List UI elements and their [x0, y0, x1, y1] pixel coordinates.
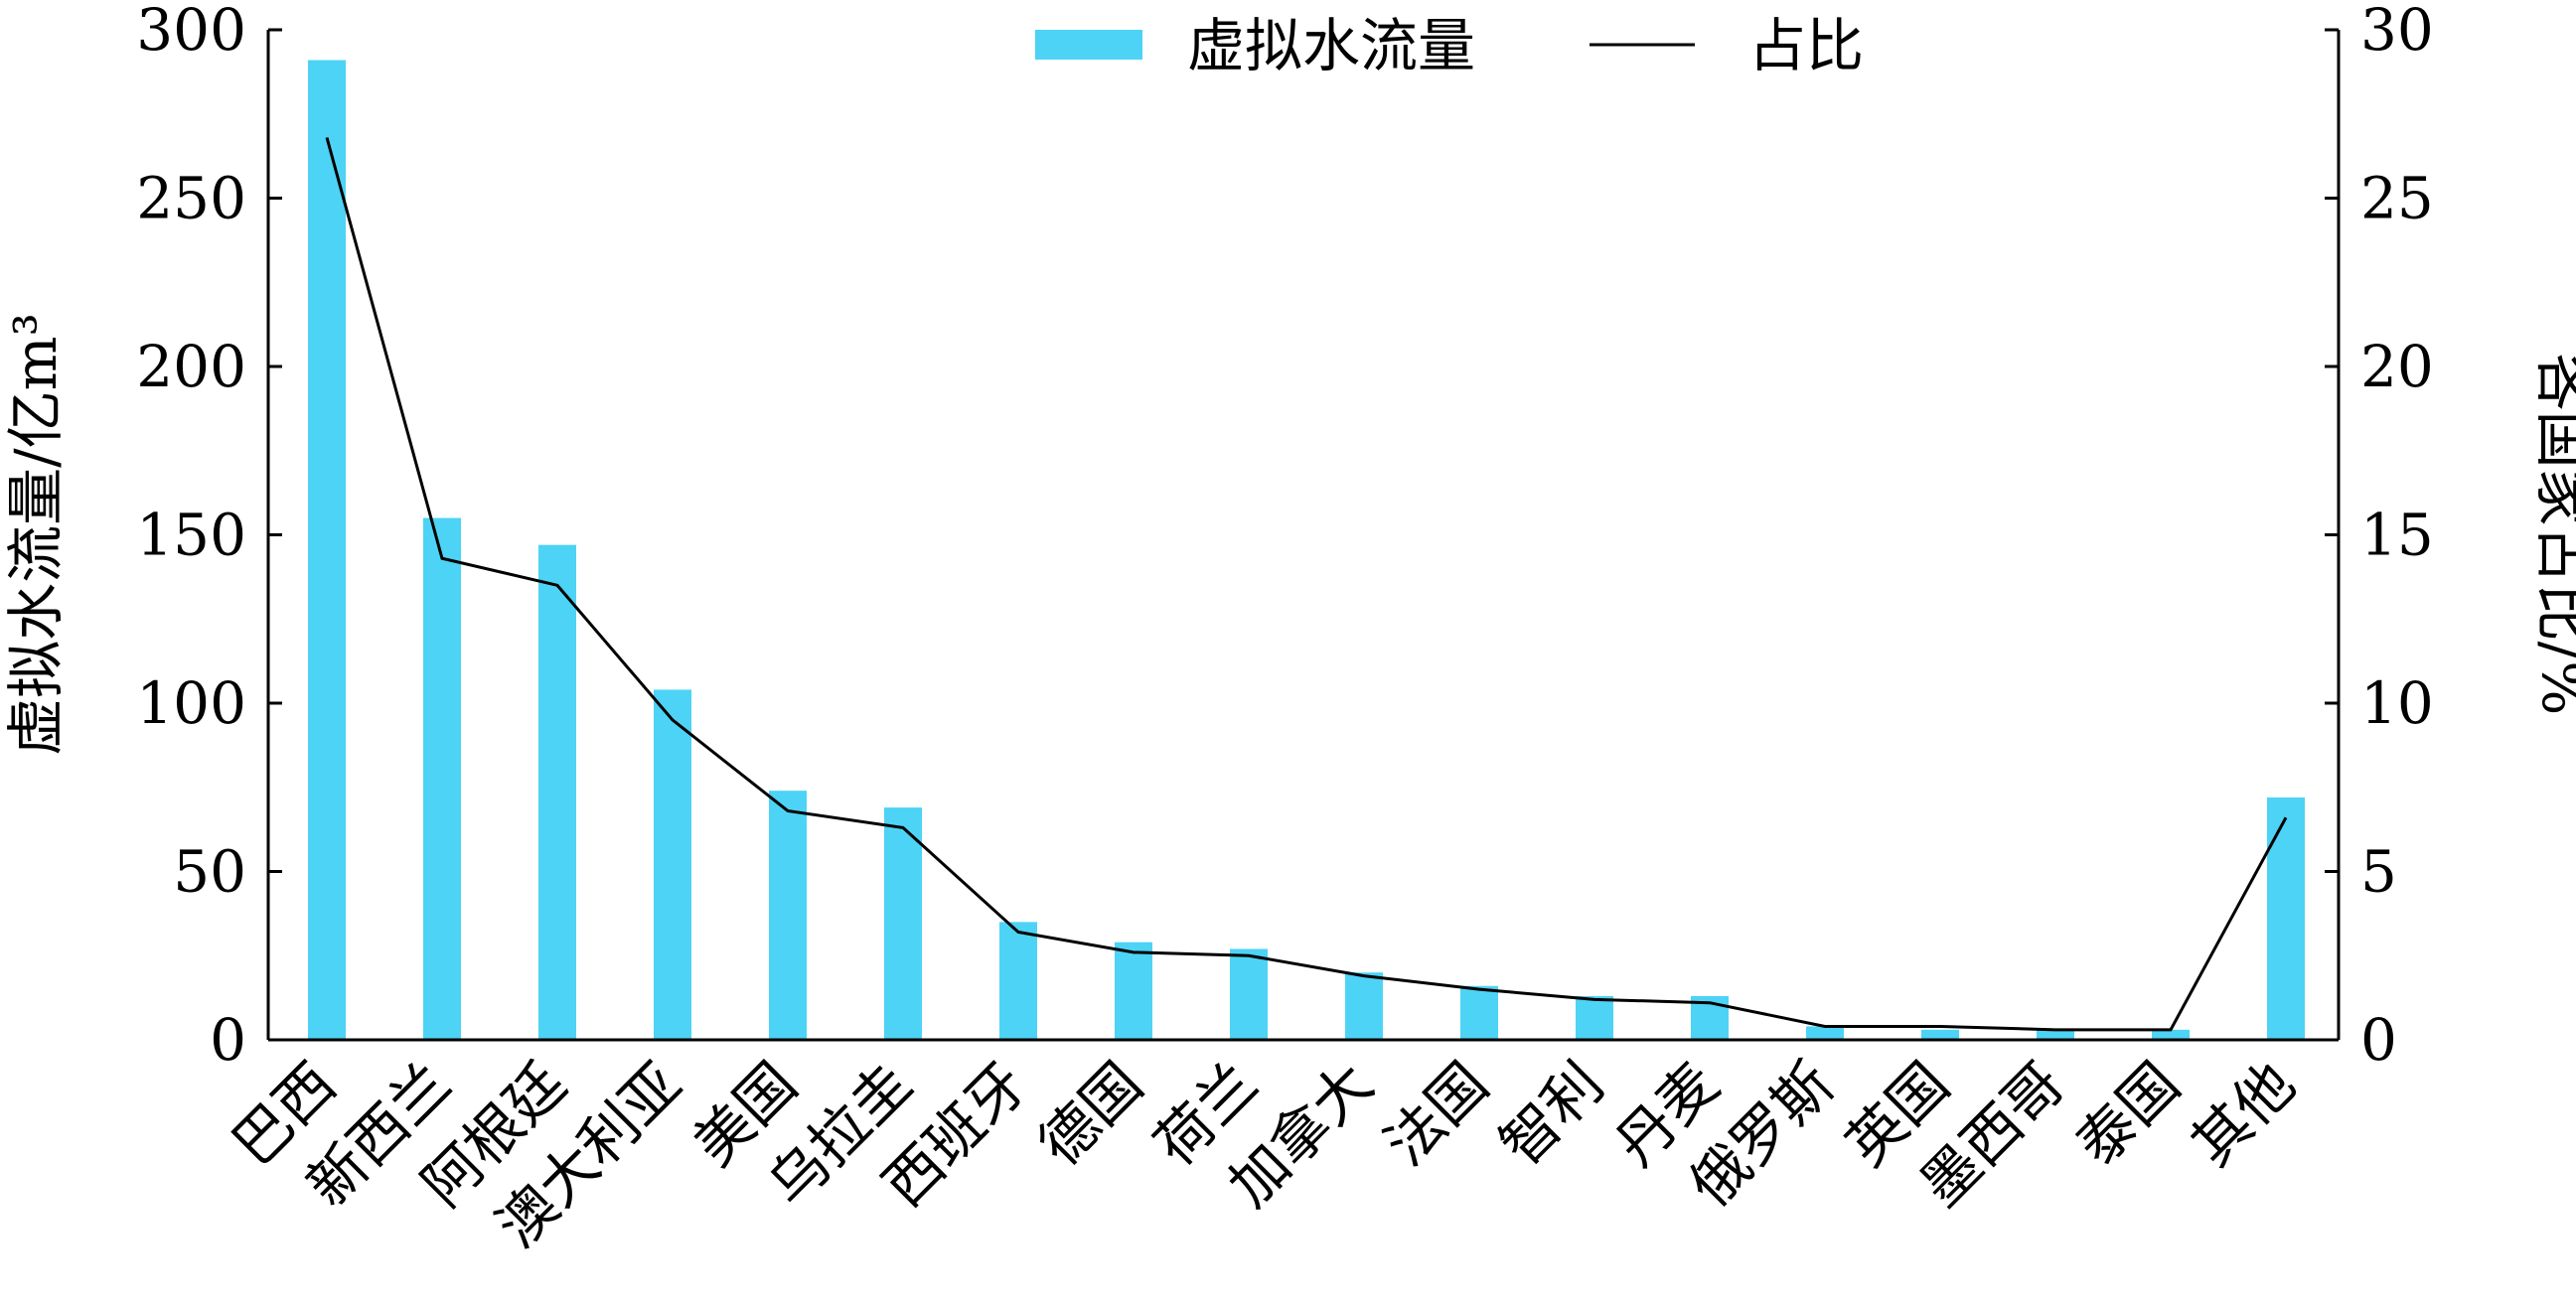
bars-group: [308, 60, 2305, 1040]
legend-bar-label: 虚拟水流量: [1187, 12, 1475, 79]
left-tick-label: 300: [136, 0, 246, 64]
right-tick-label: 30: [2360, 0, 2434, 64]
bar: [1921, 1029, 1959, 1040]
left-tick-label: 100: [136, 669, 246, 737]
bar: [1115, 942, 1152, 1040]
bar: [538, 544, 576, 1040]
right-tick-label: 10: [2360, 669, 2434, 737]
legend: 虚拟水流量 占比: [1035, 12, 1864, 79]
bar: [2152, 1029, 2190, 1040]
right-tick-label: 15: [2360, 502, 2434, 569]
category-label: 智利: [1487, 1050, 1616, 1179]
line-group: [325, 137, 2288, 1032]
left-tick-label: 50: [173, 838, 246, 906]
left-ticks-group: 0 50 100 150 200 250 300: [136, 0, 282, 1074]
axes-group: [266, 30, 2341, 1042]
bar: [884, 807, 922, 1040]
right-tick-label: 20: [2360, 333, 2434, 400]
bar: [654, 689, 691, 1040]
category-label: 泰国: [2063, 1050, 2193, 1179]
right-tick-label: 5: [2360, 838, 2397, 906]
bar: [769, 791, 807, 1040]
right-tick-label: 25: [2360, 165, 2434, 232]
category-label: 其他: [2179, 1050, 2308, 1179]
bar: [999, 922, 1037, 1040]
left-axis-title: 虚拟水流量/亿m³: [2, 313, 70, 756]
bar: [1460, 985, 1498, 1040]
legend-line-label: 占比: [1748, 12, 1864, 79]
left-tick-label: 0: [210, 1006, 246, 1074]
category-labels-group: 巴西新西兰阿根廷澳大利亚美国乌拉圭西班牙德国荷兰加拿大法国智利丹麦俄罗斯英国墨西…: [220, 1050, 2308, 1260]
category-label: 法国: [1372, 1050, 1501, 1179]
category-label: 德国: [1026, 1050, 1155, 1179]
right-tick-label: 0: [2360, 1006, 2397, 1074]
bar: [1230, 948, 1268, 1040]
bar: [2267, 797, 2305, 1040]
share-line: [325, 137, 2288, 1032]
bar: [1345, 972, 1383, 1040]
bar: [1806, 1026, 1844, 1040]
right-ticks-group: 0 5 10 15 20 25 30: [2325, 0, 2434, 1074]
bar: [1576, 995, 1613, 1040]
bar: [2037, 1029, 2074, 1040]
left-tick-label: 200: [136, 333, 246, 400]
bar: [423, 517, 461, 1040]
right-axis-title: 各国家占比/%: [2529, 354, 2576, 716]
legend-bar-swatch: [1035, 30, 1142, 60]
left-tick-label: 150: [136, 502, 246, 569]
bar: [308, 60, 346, 1040]
left-tick-label: 250: [136, 165, 246, 232]
